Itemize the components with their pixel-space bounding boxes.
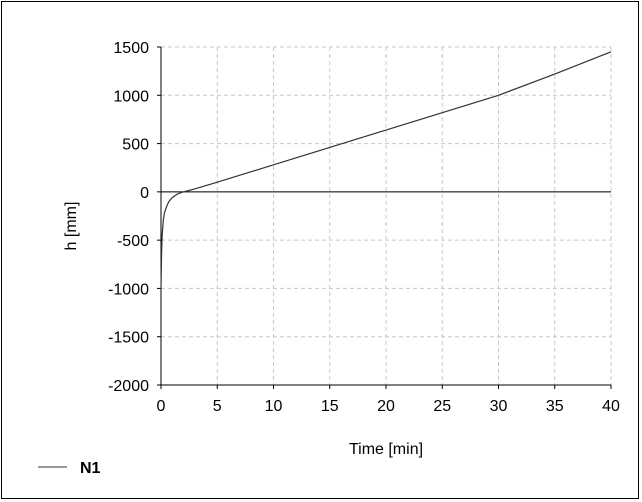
y-tick-label: -500 <box>117 233 149 250</box>
x-tick-label: 5 <box>213 398 222 415</box>
y-axis-label: h [mm] <box>63 202 80 251</box>
y-tick-label: -1000 <box>108 281 149 298</box>
x-tick-label: 30 <box>490 398 508 415</box>
series-line-n1 <box>160 51 612 289</box>
y-tick-label: 500 <box>122 137 149 154</box>
x-tick-label: 35 <box>546 398 564 415</box>
y-tick-label: 1500 <box>113 40 149 57</box>
x-tick-label: 10 <box>265 398 283 415</box>
x-tick-label: 40 <box>602 398 620 415</box>
x-tick-label: 15 <box>321 398 339 415</box>
x-tick-label: 0 <box>157 398 166 415</box>
grid-x <box>160 47 612 385</box>
x-tick-labels: 0 5 10 15 20 25 30 35 40 <box>157 398 620 415</box>
axes <box>157 46 612 389</box>
x-tick-label: 25 <box>433 398 451 415</box>
x-tick-label: 20 <box>377 398 395 415</box>
y-tick-label: 0 <box>140 185 149 202</box>
legend: N1 <box>38 460 101 477</box>
y-tick-label: -2000 <box>108 378 149 395</box>
y-tick-labels: 1500 1000 500 0 -500 -1000 -1500 -2000 <box>108 40 149 395</box>
y-tick-label: 1000 <box>113 88 149 105</box>
y-tick-label: -1500 <box>108 330 149 347</box>
legend-label-n1: N1 <box>80 460 101 477</box>
series-layer <box>160 51 612 289</box>
x-axis-label: Time [min] <box>349 441 423 458</box>
